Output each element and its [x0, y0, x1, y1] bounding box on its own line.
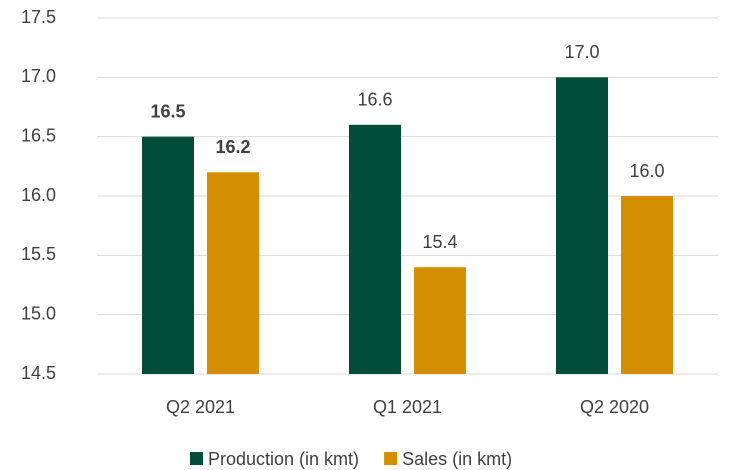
data-label: 15.4	[422, 232, 457, 252]
y-tick-label: 15.0	[21, 303, 56, 323]
bar	[556, 77, 608, 374]
y-tick-label: 16.5	[21, 125, 56, 145]
legend-swatch	[384, 452, 398, 465]
y-tick-label: 15.5	[21, 244, 56, 264]
bar	[207, 172, 259, 374]
data-label: 16.5	[150, 101, 185, 121]
x-tick-label: Q2 2021	[166, 397, 235, 417]
x-tick-label: Q2 2020	[580, 397, 649, 417]
y-tick-label: 17.0	[21, 66, 56, 86]
y-tick-label: 14.5	[21, 363, 56, 383]
data-label: 16.6	[357, 90, 392, 110]
legend-label: Sales (in kmt)	[402, 449, 512, 469]
bar	[414, 267, 466, 374]
y-tick-label: 17.5	[21, 7, 56, 27]
bar	[349, 124, 401, 374]
x-tick-label: Q1 2021	[373, 397, 442, 417]
bar	[142, 136, 194, 374]
data-label: 16.2	[215, 137, 250, 157]
legend-swatch	[190, 452, 203, 465]
y-tick-label: 16.0	[21, 185, 56, 205]
bar	[621, 196, 673, 374]
data-label: 17.0	[564, 42, 599, 62]
data-label: 16.0	[629, 161, 664, 181]
legend-label: Production (in kmt)	[208, 449, 359, 469]
